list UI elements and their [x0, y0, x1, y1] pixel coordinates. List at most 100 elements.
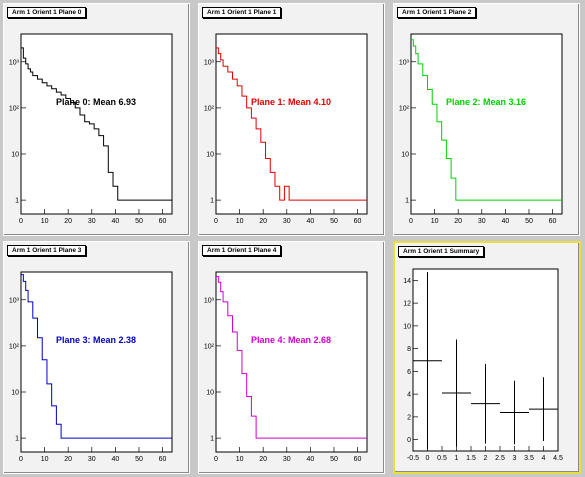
y-tick-label: 0: [407, 437, 411, 444]
y-tick-label: 10²: [9, 105, 20, 112]
x-tick-label: 50: [135, 456, 143, 463]
x-tick-label: 20: [259, 218, 267, 225]
y-tick-label: 4: [407, 392, 411, 399]
x-tick-label: 30: [283, 456, 291, 463]
y-tick-label: 8: [407, 346, 411, 353]
pad-plane-0[interactable]: 0 10 20 30 40 50 60 1 10 10² 10³ Plane 0: Mean 6.93…: [3, 3, 190, 236]
x-tick-label: 20: [259, 456, 267, 463]
histogram-line: [216, 47, 367, 201]
x-tick-label: 40: [111, 218, 119, 225]
x-tick-label: 30: [283, 218, 291, 225]
x-tick-label: 60: [354, 456, 362, 463]
x-tick-label: 2.5: [495, 455, 505, 462]
y-tick-label: 10: [401, 152, 409, 159]
x-tick-label: 0: [409, 218, 413, 225]
histogram-line: [21, 47, 172, 201]
y-tick-label: 6: [407, 369, 411, 376]
x-tick-label: -0.5: [407, 455, 419, 462]
y-tick-label: 10³: [399, 59, 410, 66]
y-tick-label: 10: [403, 323, 411, 330]
x-tick-label: 2: [484, 455, 488, 462]
x-tick-label: 3.5: [524, 455, 534, 462]
x-tick-label: 0: [214, 456, 218, 463]
x-tick-label: 50: [135, 218, 143, 225]
x-tick-label: 0: [426, 455, 430, 462]
y-tick-label: 10²: [204, 105, 215, 112]
x-tick-label: 60: [159, 456, 167, 463]
x-tick-label: 10: [236, 218, 244, 225]
x-tick-label: 40: [501, 218, 509, 225]
pad-plane-2[interactable]: 0 10 20 30 40 50 60 1 10 10² 10³ Plane 2: Mean 3.16…: [393, 3, 580, 236]
histogram-plane-1: 0 10 20 30 40 50 60 1 10 10² 10³ Plane 1: Mean 4.10: [204, 33, 368, 225]
y-tick-label: 10: [11, 390, 19, 397]
y-tick-label: 2: [407, 414, 411, 421]
pad-title: Arm 1 Orient 1 Plane 0: [7, 7, 87, 18]
x-tick-label: 30: [88, 218, 96, 225]
mean-label: Plane 2: Mean 3.16: [446, 97, 526, 107]
y-tick-label: 10: [206, 390, 214, 397]
pad-plane-3[interactable]: 0 10 20 30 40 50 60 1 10 10² 10³ Plane 3: Mean 2.38…: [3, 241, 190, 474]
y-tick-label: 10²: [9, 343, 20, 350]
x-tick-label: 20: [64, 218, 72, 225]
x-tick-label: 30: [478, 218, 486, 225]
x-tick-label: 40: [111, 456, 119, 463]
x-tick-label: 0: [19, 218, 23, 225]
histogram-plane-3: 0 10 20 30 40 50 60 1 10 10² 10³ Plane 3: Mean 2.38: [9, 271, 173, 463]
mean-label: Plane 1: Mean 4.10: [251, 97, 331, 107]
x-tick-label: 10: [236, 456, 244, 463]
y-tick-label: 10³: [204, 59, 215, 66]
plot-frame: [215, 271, 368, 453]
pad-title: Arm 1 Orient 1 Summary: [398, 246, 485, 257]
histogram-plane-4: 0 10 20 30 40 50 60 1 10 10² 10³ Plane 4: Mean 2.68: [204, 271, 368, 463]
y-tick-label: 10²: [399, 105, 410, 112]
plot-frame: [410, 33, 563, 215]
pad-summary[interactable]: -0.5 0 0.5 1 1.5 2 2.5 3 3.5 4 4.5 0 2 4 6 8 10 12 14 Arm …: [393, 241, 581, 474]
pad-title: Arm 1 Orient 1 Plane 3: [7, 245, 87, 256]
y-tick-label: 10: [11, 152, 19, 159]
plot-frame: [215, 33, 368, 215]
plot-frame: [20, 33, 173, 215]
histogram-line: [21, 274, 172, 439]
mean-label: Plane 3: Mean 2.38: [56, 335, 136, 345]
y-tick-label: 1: [210, 436, 214, 443]
x-tick-label: 0: [214, 218, 218, 225]
x-tick-label: 60: [354, 218, 362, 225]
x-tick-label: 20: [454, 218, 462, 225]
pad-plane-4[interactable]: 0 10 20 30 40 50 60 1 10 10² 10³ Plane 4: Mean 2.68…: [198, 241, 385, 474]
x-tick-label: 60: [549, 218, 557, 225]
y-tick-label: 12: [403, 301, 411, 308]
x-tick-label: 30: [88, 456, 96, 463]
x-tick-label: 50: [525, 218, 533, 225]
y-tick-label: 1: [210, 198, 214, 205]
pad-plane-1[interactable]: 0 10 20 30 40 50 60 1 10 10² 10³ Plane 1: Mean 4.10…: [198, 3, 385, 236]
y-tick-label: 10³: [9, 297, 20, 304]
y-tick-label: 10: [206, 152, 214, 159]
x-tick-label: 0: [19, 456, 23, 463]
x-tick-label: 0.5: [437, 455, 447, 462]
histogram-plane-0: 0 10 20 30 40 50 60 1 10 10² 10³ Plane 0: Mean 6.93: [9, 33, 173, 225]
x-tick-label: 1: [455, 455, 459, 462]
x-tick-label: 10: [431, 218, 439, 225]
y-tick-label: 1: [405, 198, 409, 205]
summary-plot: -0.5 0 0.5 1 1.5 2 2.5 3 3.5 4 4.5 0 2 4 6 8 10 12 14: [403, 268, 563, 462]
y-tick-label: 10³: [9, 59, 20, 66]
mean-label: Plane 4: Mean 2.68: [251, 335, 331, 345]
mean-label: Plane 0: Mean 6.93: [56, 97, 136, 107]
x-tick-label: 40: [306, 218, 314, 225]
y-tick-label: 1: [15, 436, 19, 443]
histogram-line: [216, 275, 367, 439]
histogram-plane-2: 0 10 20 30 40 50 60 1 10 10² 10³ Plane 2: Mean 3.16: [399, 33, 563, 225]
x-tick-label: 40: [306, 456, 314, 463]
x-tick-label: 1.5: [466, 455, 476, 462]
pad-title: Arm 1 Orient 1 Plane 4: [202, 245, 282, 256]
x-tick-label: 50: [330, 218, 338, 225]
x-tick-label: 50: [330, 456, 338, 463]
x-tick-label: 4: [542, 455, 546, 462]
x-tick-label: 3: [513, 455, 517, 462]
y-tick-label: 10²: [204, 343, 215, 350]
pad-title: Arm 1 Orient 1 Plane 1: [202, 7, 282, 18]
plot-frame: [20, 271, 173, 453]
y-tick-label: 14: [403, 278, 411, 285]
x-tick-label: 10: [41, 218, 49, 225]
pad-title: Arm 1 Orient 1 Plane 2: [397, 7, 477, 18]
